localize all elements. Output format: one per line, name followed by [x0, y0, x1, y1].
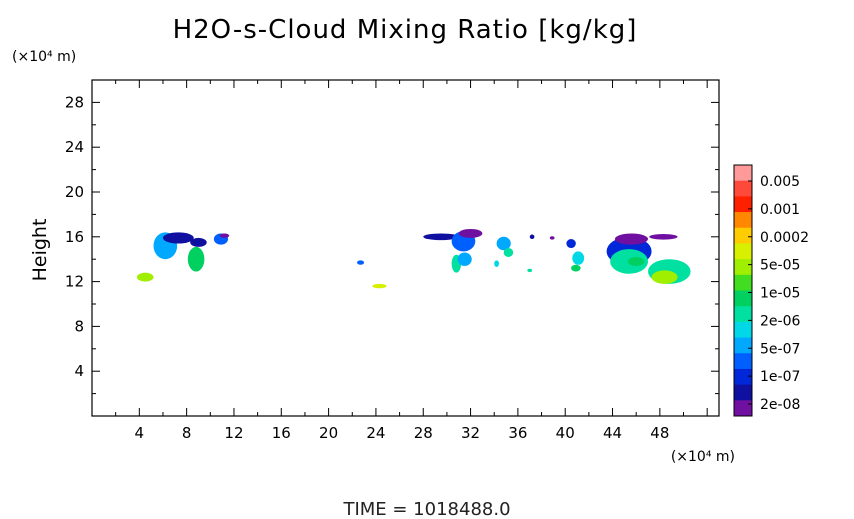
- cloud-region: [494, 260, 499, 268]
- colorbar-segment: [734, 180, 752, 197]
- colorbar-label: 1e-07: [760, 369, 800, 385]
- plot-frame: [91, 79, 720, 417]
- cloud-region: [187, 246, 205, 272]
- x-tick-label: 8: [182, 424, 192, 442]
- colorbar-segment: [734, 227, 752, 244]
- colorbar-segment: [734, 368, 752, 386]
- y-axis: 4 8 12 16 20 24 28: [65, 93, 719, 395]
- x-tick-label: 16: [272, 424, 291, 442]
- colorbar-segment: [734, 321, 752, 339]
- cloud-regions: [136, 228, 691, 289]
- cloud-region: [372, 283, 387, 289]
- colorbar: 0.005 0.001 0.0002 5e-05 1e-05 2e-06 5e-07 1e-0…: [733, 164, 809, 417]
- colorbar-label: 0.001: [760, 202, 800, 218]
- x-tick-label: 48: [650, 424, 669, 442]
- time-label: TIME = 1018488.0: [342, 499, 510, 519]
- cloud-region: [651, 270, 678, 284]
- cloud-region: [566, 239, 576, 249]
- y-tick-label: 28: [65, 93, 84, 111]
- colorbar-segment: [734, 337, 752, 354]
- cloud-region: [614, 233, 649, 245]
- cloud-region: [627, 256, 645, 266]
- colorbar-frame: [733, 164, 753, 417]
- x-axis: 4 8 12 16 20 24 28 32 36 40 44 48: [115, 80, 708, 442]
- y-tick-label: 20: [65, 183, 84, 201]
- cloud-region: [503, 248, 514, 257]
- colorbar-label: 5e-05: [760, 258, 800, 274]
- y-tick-label: 8: [74, 317, 84, 335]
- colorbar-label: 1e-05: [760, 286, 800, 302]
- cloud-region: [423, 233, 459, 241]
- y-tick-label: 12: [65, 273, 84, 291]
- colorbar-segment: [734, 212, 752, 229]
- cloud-region: [162, 232, 194, 244]
- colorbar-segment: [734, 353, 752, 370]
- cloud-region: [458, 228, 483, 238]
- colorbar-label: 2e-08: [760, 397, 800, 413]
- colorbar-segment: [734, 243, 752, 260]
- colorbar-segment: [734, 259, 752, 276]
- cloud-region: [457, 252, 472, 266]
- y-unit-label: (×10⁴ m): [12, 49, 76, 65]
- x-tick-label: 44: [603, 424, 622, 442]
- y-tick-label: 16: [65, 228, 84, 246]
- cloud-region: [496, 236, 511, 251]
- colorbar-segment: [734, 400, 752, 417]
- colorbar-label: 0.005: [760, 174, 800, 190]
- colorbar-label: 2e-06: [760, 313, 800, 329]
- cloud-region: [136, 272, 154, 282]
- x-tick-label: 24: [366, 424, 385, 442]
- cloud-region: [549, 236, 555, 240]
- x-tick-label: 40: [556, 424, 575, 442]
- cloud-region: [571, 264, 581, 272]
- y-tick-label: 24: [65, 138, 84, 156]
- cloud-region: [356, 260, 365, 265]
- x-tick-label: 4: [135, 424, 145, 442]
- cloud-region: [527, 268, 533, 273]
- cloud-region: [219, 233, 230, 238]
- x-tick-label: 28: [414, 424, 433, 442]
- chart-title: H2O-s-Cloud Mixing Ratio [kg/kg]: [173, 15, 638, 45]
- cloud-region: [190, 237, 207, 247]
- x-tick-label: 36: [508, 424, 527, 442]
- x-unit-label: (×10⁴ m): [671, 449, 735, 465]
- cloud-region: [529, 234, 535, 240]
- colorbar-segment: [734, 290, 752, 307]
- y-tick-label: 4: [74, 362, 84, 380]
- colorbar-segment: [734, 165, 752, 182]
- colorbar-segment: [734, 306, 752, 323]
- colorbar-label: 0.0002: [760, 230, 809, 246]
- x-tick-label: 20: [319, 424, 338, 442]
- y-axis-label: Height: [29, 219, 51, 282]
- cloud-region: [649, 234, 678, 240]
- colorbar-label: 5e-07: [760, 341, 800, 357]
- colorbar-segment: [734, 274, 752, 291]
- colorbar-segment: [734, 196, 752, 213]
- cloud-region: [572, 251, 585, 265]
- x-tick-label: 12: [224, 424, 243, 442]
- x-tick-label: 32: [461, 424, 480, 442]
- colorbar-segment: [734, 384, 752, 401]
